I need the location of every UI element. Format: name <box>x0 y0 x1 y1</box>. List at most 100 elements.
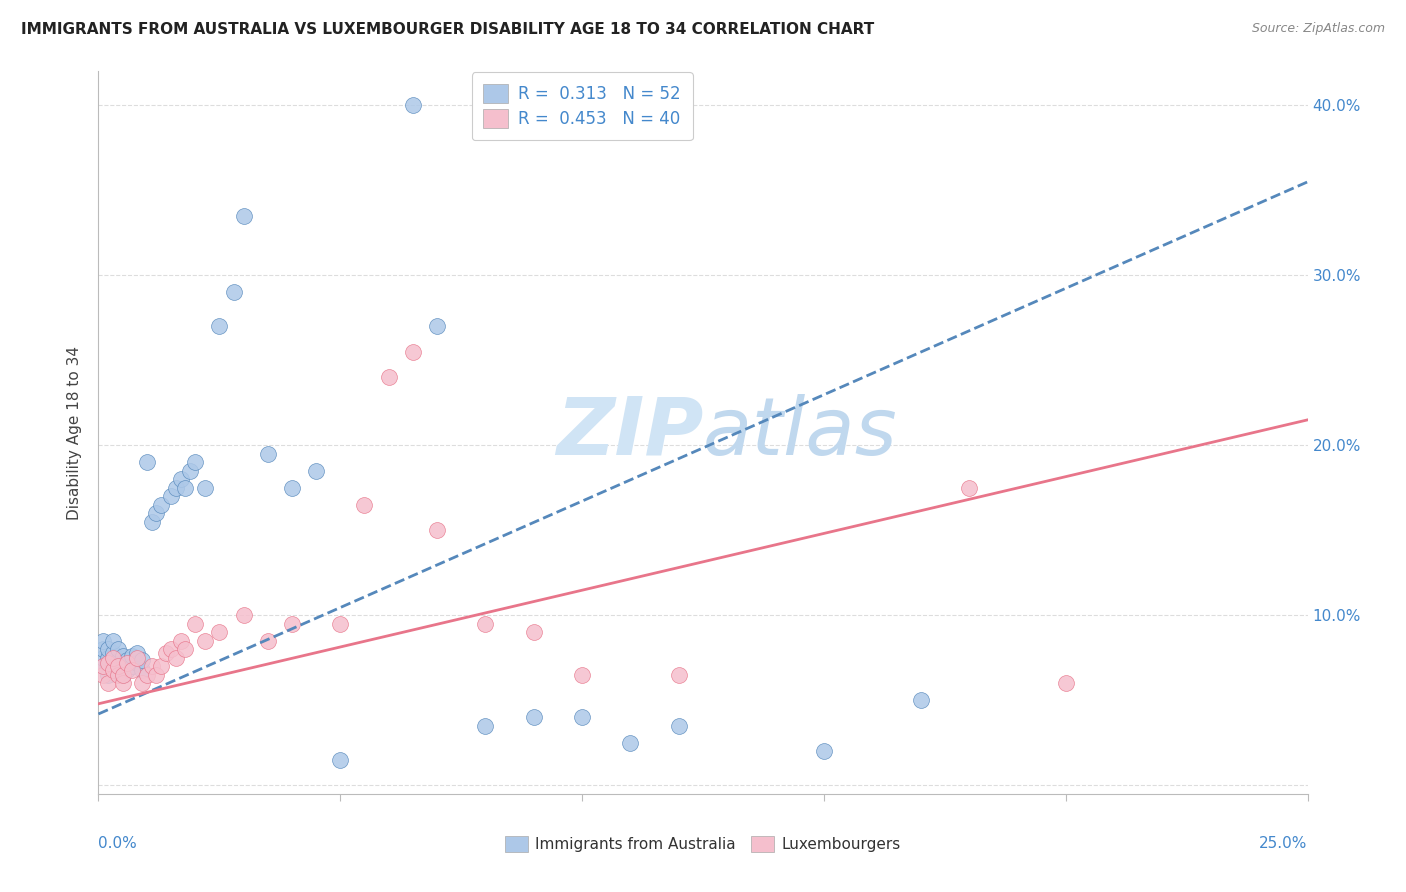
Point <box>121 663 143 677</box>
Point <box>107 642 129 657</box>
Legend: Immigrants from Australia, Luxembourgers: Immigrants from Australia, Luxembourgers <box>499 830 907 858</box>
Point <box>145 668 167 682</box>
Point <box>107 659 129 673</box>
Point <box>141 515 163 529</box>
Point <box>1054 676 1077 690</box>
Point <box>474 616 496 631</box>
Point <box>91 633 114 648</box>
Point <box>160 489 183 503</box>
Point <box>184 455 207 469</box>
Point <box>571 710 593 724</box>
Point <box>208 319 231 334</box>
Point <box>194 633 217 648</box>
Point <box>160 642 183 657</box>
Point <box>107 663 129 677</box>
Point <box>127 646 149 660</box>
Point <box>194 481 217 495</box>
Point <box>111 668 134 682</box>
Point <box>127 651 149 665</box>
Point <box>101 663 124 677</box>
Point <box>426 319 449 334</box>
Point <box>668 719 690 733</box>
Point <box>619 736 641 750</box>
Y-axis label: Disability Age 18 to 34: Disability Age 18 to 34 <box>67 345 83 520</box>
Point <box>97 651 120 665</box>
Point <box>111 668 134 682</box>
Point <box>222 285 245 300</box>
Point <box>232 209 254 223</box>
Point <box>957 481 980 495</box>
Point <box>377 370 399 384</box>
Point <box>91 642 114 657</box>
Point <box>127 656 149 670</box>
Point <box>91 668 114 682</box>
Point <box>165 651 187 665</box>
Point <box>111 659 134 673</box>
Text: ZIP: ZIP <box>555 393 703 472</box>
Point <box>329 616 352 631</box>
Point <box>131 663 153 677</box>
Point <box>174 642 197 657</box>
Point <box>523 625 546 640</box>
Point <box>97 656 120 670</box>
Point <box>97 659 120 673</box>
Text: 25.0%: 25.0% <box>1260 837 1308 851</box>
Point <box>256 633 278 648</box>
Point <box>97 676 120 690</box>
Point <box>101 656 124 670</box>
Point <box>523 710 546 724</box>
Point <box>305 464 328 478</box>
Point <box>174 481 197 495</box>
Point <box>101 633 124 648</box>
Point <box>571 668 593 682</box>
Point <box>117 663 139 677</box>
Point <box>145 507 167 521</box>
Point <box>141 659 163 673</box>
Point <box>131 676 153 690</box>
Point <box>402 98 425 112</box>
Point <box>150 659 173 673</box>
Point <box>101 651 124 665</box>
Point <box>232 608 254 623</box>
Point <box>111 676 134 690</box>
Point <box>208 625 231 640</box>
Point <box>426 524 449 538</box>
Point <box>402 344 425 359</box>
Point <box>121 649 143 664</box>
Point <box>91 659 114 673</box>
Point <box>329 753 352 767</box>
Point <box>107 668 129 682</box>
Point <box>813 744 835 758</box>
Point <box>91 659 114 673</box>
Text: atlas: atlas <box>703 393 898 472</box>
Point <box>107 654 129 668</box>
Point <box>165 481 187 495</box>
Point <box>131 652 153 666</box>
Point <box>668 668 690 682</box>
Point <box>135 455 157 469</box>
Point <box>184 616 207 631</box>
Text: IMMIGRANTS FROM AUSTRALIA VS LUXEMBOURGER DISABILITY AGE 18 TO 34 CORRELATION CH: IMMIGRANTS FROM AUSTRALIA VS LUXEMBOURGE… <box>21 22 875 37</box>
Point <box>169 633 191 648</box>
Point <box>97 642 120 657</box>
Point <box>169 472 191 486</box>
Point <box>91 651 114 665</box>
Point <box>474 719 496 733</box>
Point <box>179 464 201 478</box>
Point <box>135 668 157 682</box>
Point <box>150 498 173 512</box>
Point <box>121 659 143 673</box>
Point <box>97 668 120 682</box>
Point <box>101 646 124 660</box>
Point <box>117 652 139 666</box>
Point <box>117 656 139 670</box>
Point <box>155 646 177 660</box>
Point <box>910 693 932 707</box>
Point <box>256 447 278 461</box>
Point <box>111 649 134 664</box>
Point <box>281 481 304 495</box>
Point <box>281 616 304 631</box>
Text: 0.0%: 0.0% <box>98 837 138 851</box>
Point <box>353 498 375 512</box>
Text: Source: ZipAtlas.com: Source: ZipAtlas.com <box>1251 22 1385 36</box>
